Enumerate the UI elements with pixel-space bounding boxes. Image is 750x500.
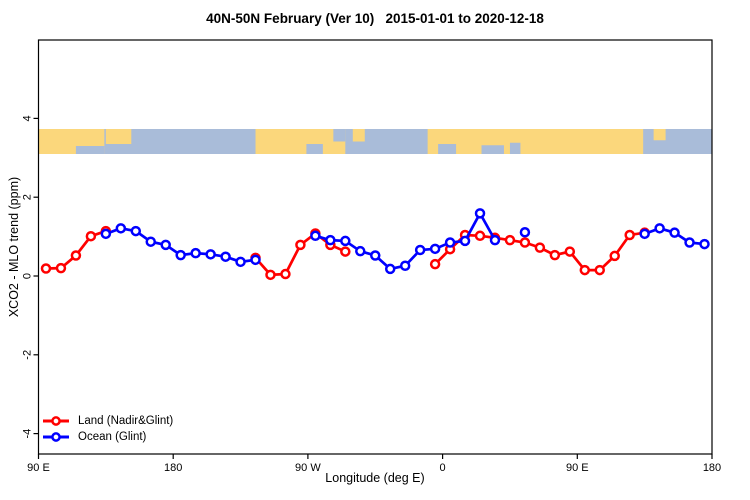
data-point — [340, 246, 351, 257]
y-axis-ticks: 4 2 0 -2 -4 — [22, 115, 39, 438]
data-point — [459, 235, 471, 247]
y-tick-label: 4 — [22, 115, 34, 121]
data-point — [325, 234, 336, 246]
x-tick-label: 90 E — [566, 462, 589, 474]
data-point — [295, 239, 306, 251]
data-point — [534, 242, 546, 253]
data-point — [414, 244, 426, 256]
data-point — [85, 230, 97, 242]
y-tick-label: -4 — [22, 429, 34, 439]
data-point — [669, 227, 680, 238]
data-point — [355, 245, 366, 257]
map-land-segment — [352, 129, 365, 142]
data-point — [654, 223, 665, 234]
data-point — [130, 225, 142, 237]
data-point — [175, 249, 186, 261]
x-tick-label: 180 — [703, 462, 721, 474]
data-point — [235, 256, 246, 268]
data-point — [474, 230, 486, 242]
data-point — [145, 236, 156, 247]
data-point — [444, 237, 456, 248]
data-point — [624, 229, 635, 241]
data-point — [474, 208, 486, 219]
map-water-patch — [438, 144, 457, 154]
legend-label-land: Land (Nadir&Glint) — [78, 415, 174, 427]
legend-item-ocean: Ocean (Glint) — [42, 429, 173, 445]
map-water-patch — [75, 146, 105, 154]
data-point — [265, 269, 276, 281]
x-tick-label: 90 W — [295, 462, 321, 474]
data-point — [549, 249, 561, 261]
map-water-patch — [306, 144, 323, 154]
data-point — [609, 250, 620, 262]
legend-label-ocean: Ocean (Glint) — [78, 431, 147, 443]
data-point — [594, 264, 605, 276]
legend: Land (Nadir&Glint) Ocean (Glint) — [42, 413, 173, 445]
map-water-patch — [481, 145, 504, 154]
data-point — [699, 238, 710, 250]
data-point — [40, 263, 52, 274]
data-point — [220, 251, 231, 262]
x-tick-label: 180 — [164, 462, 182, 474]
series-line — [45, 229, 107, 270]
data-point — [280, 268, 291, 280]
map-land-segment — [255, 129, 346, 154]
data-point — [564, 246, 576, 257]
legend-item-land: Land (Nadir&Glint) — [42, 413, 173, 429]
data-point — [190, 247, 201, 259]
data-point — [70, 250, 82, 261]
data-point — [115, 223, 127, 234]
y-tick-label: -2 — [22, 350, 34, 360]
y-tick-label: 2 — [22, 194, 34, 200]
data-point — [55, 262, 67, 274]
map-land-segment — [427, 129, 644, 154]
map-water-patch — [333, 129, 346, 142]
x-tick-label: 90 E — [27, 462, 50, 474]
data-point — [340, 235, 351, 247]
data-point — [250, 254, 261, 266]
data-point — [504, 234, 516, 246]
data-point — [384, 263, 396, 275]
data-point — [370, 250, 381, 261]
legend-swatch-ocean-icon — [43, 432, 69, 442]
data-point — [519, 227, 531, 238]
map-strip — [38, 129, 712, 154]
data-point — [429, 243, 441, 255]
plot-frame — [37, 39, 713, 455]
x-axis-label: Longitude (deg E) — [325, 471, 425, 485]
map-land-segment — [105, 129, 132, 144]
data-point — [429, 258, 441, 270]
chart-title: 40N-50N February (Ver 10) 2015-01-01 to … — [206, 11, 544, 26]
data-point — [519, 237, 531, 248]
data-point — [399, 260, 411, 272]
map-water-patch — [509, 142, 521, 154]
data-point — [100, 228, 112, 240]
y-tick-label: 0 — [22, 273, 34, 279]
map-land-segment — [653, 129, 666, 141]
data-point — [310, 230, 321, 242]
legend-swatch-land-icon — [43, 416, 69, 426]
series-ocean — [100, 208, 710, 275]
x-tick-label: 0 — [440, 462, 446, 474]
data-point — [579, 264, 591, 276]
data-point — [489, 234, 501, 246]
data-point — [160, 239, 171, 251]
data-point — [639, 228, 650, 240]
data-point — [684, 237, 695, 248]
data-point — [205, 249, 216, 260]
x-axis-ticks: 90 E 180 90 W 0 90 E 180 — [27, 454, 721, 474]
